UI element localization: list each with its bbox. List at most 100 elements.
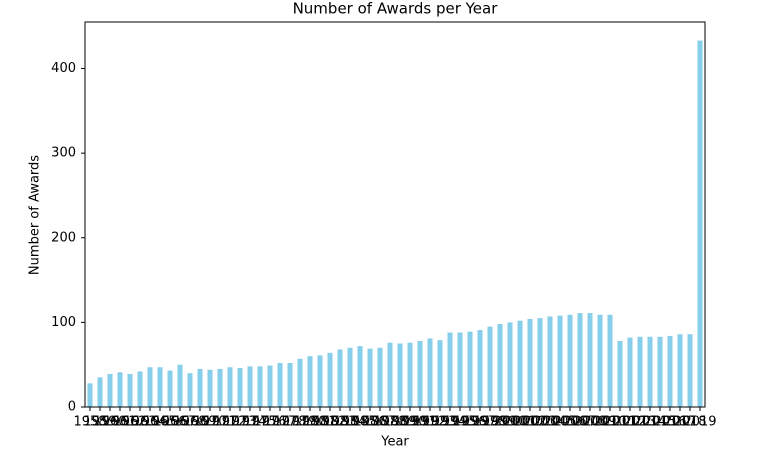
bar xyxy=(357,346,363,407)
x-tick-label: 2001 xyxy=(503,415,536,430)
bar xyxy=(407,342,413,407)
x-tick-label: 1976 xyxy=(253,415,286,430)
x-tick-label: 2018 xyxy=(673,415,706,430)
bar xyxy=(487,326,493,407)
bar xyxy=(177,364,183,407)
bar xyxy=(97,377,103,407)
x-axis-label: Year xyxy=(380,435,409,450)
x-tick-label: 1971 xyxy=(203,415,236,430)
x-tick-label: 1998 xyxy=(473,415,506,430)
x-tick-label: 1997 xyxy=(463,415,496,430)
y-tick-label: 0 xyxy=(68,400,76,415)
bar xyxy=(347,347,353,407)
bar xyxy=(667,335,673,407)
bar xyxy=(287,363,293,407)
x-tick-label: 1961 xyxy=(103,415,136,430)
x-tick-label: 1986 xyxy=(353,415,386,430)
x-tick-label: 1980 xyxy=(293,415,326,430)
y-tick-label: 300 xyxy=(51,146,76,161)
x-tick-label: 1989 xyxy=(383,415,416,430)
bar xyxy=(477,330,483,407)
x-tick-label: 2000 xyxy=(493,415,526,430)
bar xyxy=(547,316,553,407)
y-tick-label: 400 xyxy=(51,61,76,76)
x-tick-label: 1974 xyxy=(233,415,266,430)
bar xyxy=(337,349,343,407)
x-tick-label: 1978 xyxy=(273,415,306,430)
x-tick-label: 1991 xyxy=(403,415,436,430)
x-tick-label: 1966 xyxy=(153,415,186,430)
bar xyxy=(467,331,473,407)
x-tick-label: 2010 xyxy=(593,415,626,430)
bar xyxy=(217,368,223,407)
x-tick-label: 1987 xyxy=(363,415,396,430)
bar xyxy=(627,337,633,407)
bar xyxy=(577,313,583,407)
bar xyxy=(87,383,93,407)
bar xyxy=(457,332,463,407)
x-tick-label: 1984 xyxy=(333,415,366,430)
y-axis-label: Number of Awards xyxy=(28,155,43,275)
x-tick-label: 2005 xyxy=(543,415,576,430)
x-tick-label: 1993 xyxy=(423,415,456,430)
bar xyxy=(157,367,163,407)
bar xyxy=(167,370,173,407)
bar xyxy=(607,314,613,407)
x-tick-label: 1969 xyxy=(183,415,216,430)
bar xyxy=(307,356,313,407)
bar xyxy=(497,324,503,407)
bar xyxy=(367,348,373,407)
x-tick-label: 1968 xyxy=(173,415,206,430)
bar xyxy=(697,40,703,407)
bar xyxy=(417,341,423,407)
x-tick-label: 1965 xyxy=(143,415,176,430)
bar xyxy=(317,355,323,407)
bar xyxy=(127,374,133,407)
bar xyxy=(597,314,603,407)
bar xyxy=(387,342,393,407)
x-tick-label: 1992 xyxy=(413,415,446,430)
bar xyxy=(517,320,523,407)
x-tick-label: 1996 xyxy=(453,415,486,430)
bar xyxy=(277,363,283,407)
x-tick-label: 1982 xyxy=(313,415,346,430)
x-tick-label: 1990 xyxy=(393,415,426,430)
x-tick-label: 1972 xyxy=(213,415,246,430)
bar xyxy=(237,368,243,407)
x-tick-label: 1962 xyxy=(113,415,146,430)
x-tick-label: 1967 xyxy=(163,415,196,430)
bar xyxy=(207,369,213,407)
bar xyxy=(117,372,123,407)
x-tick-label: 1970 xyxy=(193,415,226,430)
x-tick-label: 1960 xyxy=(93,415,126,430)
x-tick-label: 2013 xyxy=(623,415,656,430)
x-tick-label: 2008 xyxy=(573,415,606,430)
bar xyxy=(637,336,643,407)
bar xyxy=(557,315,563,407)
bar xyxy=(617,341,623,407)
bar xyxy=(107,374,113,407)
chart-title: Number of Awards per Year xyxy=(293,0,499,18)
bar xyxy=(137,371,143,407)
x-tick-label: 2003 xyxy=(523,415,556,430)
bar xyxy=(147,367,153,407)
bar xyxy=(267,365,273,407)
x-tick-label: 2009 xyxy=(583,415,616,430)
x-tick-label: 2002 xyxy=(513,415,546,430)
x-tick-label: 2006 xyxy=(553,415,586,430)
bar xyxy=(247,366,253,407)
bar xyxy=(397,343,403,407)
bar xyxy=(227,367,233,407)
bar xyxy=(447,332,453,407)
bar xyxy=(327,352,333,407)
x-tick-label: 2016 xyxy=(653,415,686,430)
bar xyxy=(677,334,683,407)
x-tick-label: 1995 xyxy=(443,415,476,430)
x-tick-label: 2014 xyxy=(633,415,666,430)
bar xyxy=(537,318,543,407)
x-tick-label: 1999 xyxy=(483,415,516,430)
y-tick-label: 200 xyxy=(51,230,76,245)
bar xyxy=(507,322,513,407)
x-tick-label: 2007 xyxy=(563,415,596,430)
